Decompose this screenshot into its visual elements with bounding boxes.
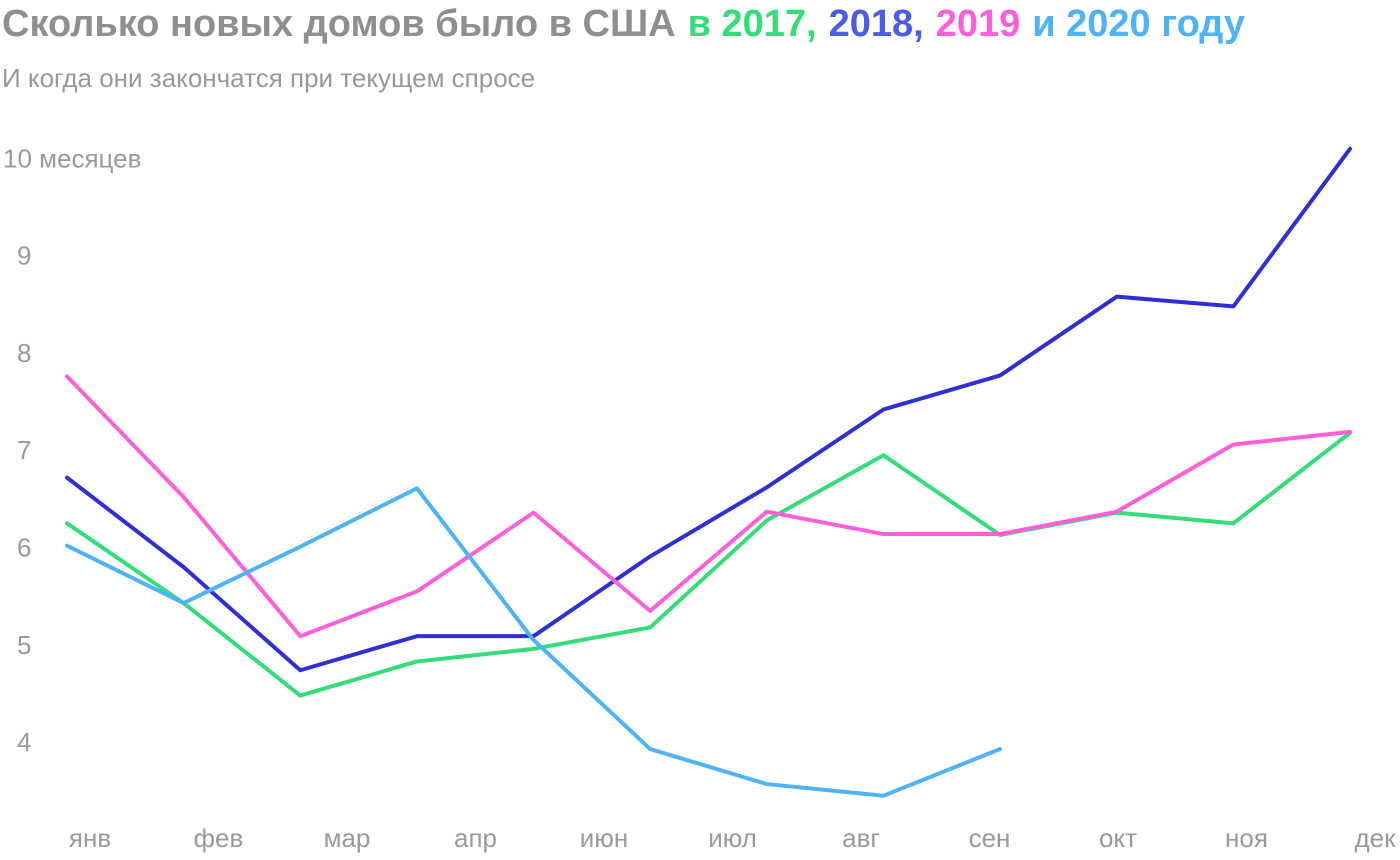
x-tick-label: апр: [454, 823, 497, 853]
x-tick-label: фев: [194, 823, 244, 853]
x-tick-label: авг: [842, 823, 880, 853]
chart-subtitle: И когда они закончатся при текущем спрос…: [2, 63, 535, 93]
x-tick-label: июн: [580, 823, 628, 853]
chart-title: Сколько новых домов было в США в 2017, 201…: [2, 3, 1245, 45]
title-part: Сколько новых домов было в США: [2, 3, 676, 45]
x-tick-label: июл: [708, 823, 757, 853]
series-line: [65, 430, 1352, 698]
y-tick-label: 9: [17, 241, 31, 271]
series-line: [65, 146, 1352, 673]
title-part: и 2020 году: [1032, 3, 1245, 45]
x-tick-label: ноя: [1225, 823, 1268, 853]
series-line: [65, 486, 1003, 798]
series-line: [65, 374, 1352, 639]
title-part: 2019: [936, 3, 1021, 45]
x-tick-label: сен: [969, 823, 1011, 853]
y-tick-label: 5: [17, 630, 31, 660]
y-tick-label: 6: [17, 532, 31, 562]
y-tick-label: 7: [17, 435, 31, 465]
x-tick-label: мар: [324, 823, 371, 853]
title-part: в 2017,: [688, 3, 817, 45]
title-part: 2018,: [829, 3, 924, 45]
y-tick-label: 8: [17, 338, 31, 368]
x-tick-label: окт: [1099, 823, 1137, 853]
x-tick-label: янв: [69, 823, 111, 853]
y-tick-label: 10 месяцев: [3, 143, 141, 173]
x-tick-label: дек: [1354, 823, 1396, 853]
y-tick-label: 4: [17, 727, 31, 757]
